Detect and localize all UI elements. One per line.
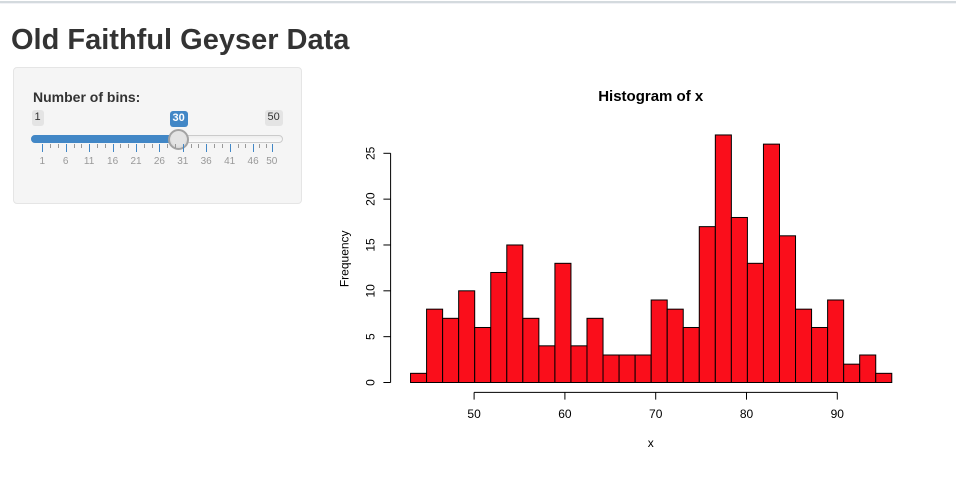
svg-text:x: x — [648, 436, 654, 450]
svg-text:Histogram of x: Histogram of x — [598, 88, 704, 105]
svg-text:80: 80 — [740, 407, 754, 421]
svg-text:0: 0 — [364, 379, 378, 386]
svg-text:90: 90 — [831, 407, 845, 421]
svg-text:25: 25 — [364, 146, 378, 160]
svg-text:Frequency: Frequency — [338, 230, 352, 287]
svg-text:5: 5 — [364, 333, 378, 340]
svg-text:10: 10 — [364, 284, 378, 298]
svg-text:50: 50 — [467, 407, 481, 421]
svg-text:20: 20 — [364, 192, 378, 206]
svg-text:60: 60 — [558, 407, 572, 421]
svg-text:70: 70 — [649, 407, 663, 421]
svg-text:15: 15 — [364, 238, 378, 252]
